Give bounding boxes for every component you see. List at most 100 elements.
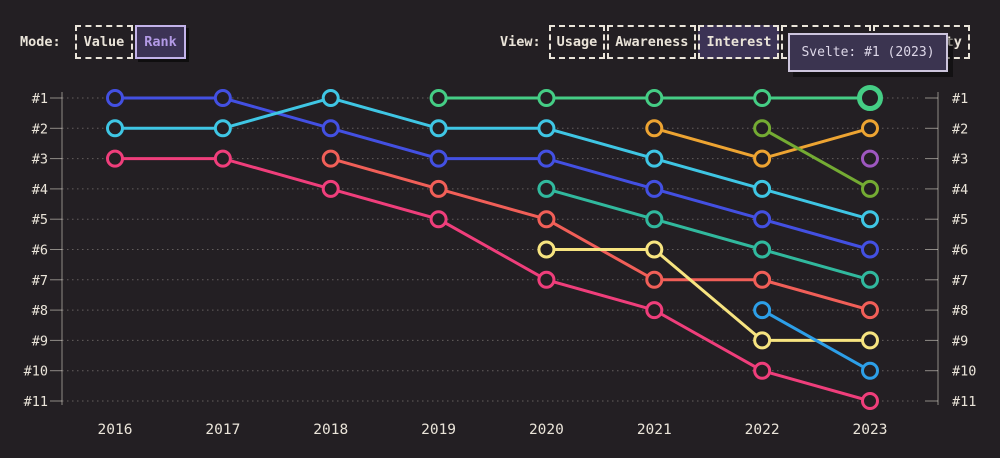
data-point-teal-2023[interactable] (860, 270, 879, 289)
data-point-sky-blue-2022[interactable] (753, 301, 772, 320)
year-label-2019: 2019 (421, 422, 456, 438)
data-point-yellow-2020[interactable] (537, 240, 556, 259)
rank-label-right: #9 (952, 333, 968, 349)
rank-label-left: #6 (32, 243, 48, 259)
data-point-teal-2020[interactable] (537, 179, 556, 198)
rank-label-right: #5 (952, 212, 968, 228)
data-point-teal-2022[interactable] (753, 240, 772, 259)
data-point-yellow-2023[interactable] (860, 331, 879, 350)
data-point-emerald-2019[interactable] (429, 89, 448, 107)
data-point-orange-2022[interactable] (753, 149, 772, 168)
data-point-cyan-2022[interactable] (753, 179, 772, 198)
data-point-pink-2018[interactable] (321, 179, 340, 198)
data-point-pink-2023[interactable] (860, 392, 879, 410)
rank-label-right: #10 (952, 364, 976, 380)
rank-label-left: #9 (32, 333, 48, 349)
data-point-pink-2016[interactable] (106, 149, 124, 168)
data-point-salmon-2018[interactable] (321, 149, 340, 168)
view-usage-button[interactable]: Usage (548, 25, 606, 59)
data-point-emerald-2020[interactable] (537, 89, 556, 107)
data-point-blue-2021[interactable] (645, 179, 664, 198)
rank-label-right: #2 (952, 121, 968, 137)
rank-label-left: #7 (32, 273, 48, 289)
series-line-salmon (330, 157, 871, 312)
data-point-blue-2020[interactable] (537, 149, 556, 168)
rank-label-right: #4 (952, 182, 968, 198)
rank-label-left: #11 (24, 394, 48, 410)
data-point-salmon-2020[interactable] (537, 210, 556, 229)
data-point-blue-2022[interactable] (753, 210, 772, 229)
year-label-2021: 2021 (637, 422, 672, 438)
data-point-orange-2021[interactable] (645, 119, 664, 138)
rank-label-left: #1 (32, 91, 48, 107)
rank-label-right: #7 (952, 273, 968, 289)
data-point-blue-2019[interactable] (429, 149, 448, 168)
series-line-apple-green (761, 126, 871, 191)
data-point-yellow-2022[interactable] (753, 331, 772, 350)
data-point-orange-2023[interactable] (860, 119, 879, 138)
data-point-salmon-2019[interactable] (429, 179, 448, 198)
data-point-cyan-2021[interactable] (645, 149, 664, 168)
series-line-sky-blue (761, 308, 871, 373)
year-label-2016: 2016 (98, 422, 133, 438)
data-point-cyan-2020[interactable] (537, 119, 556, 138)
data-point-pink-2022[interactable] (753, 361, 772, 380)
rank-label-left: #10 (24, 364, 48, 380)
data-point-cyan-2019[interactable] (429, 119, 448, 138)
data-point-emerald-2023[interactable] (856, 85, 883, 111)
data-point-cyan-2016[interactable] (106, 119, 124, 138)
data-point-sky-blue-2023[interactable] (860, 361, 879, 380)
series-line-blue (115, 96, 871, 251)
data-point-salmon-2023[interactable] (860, 301, 879, 320)
data-point-salmon-2022[interactable] (753, 270, 772, 289)
data-point-teal-2021[interactable] (645, 210, 664, 229)
data-point-cyan-2023[interactable] (860, 210, 879, 229)
mode-value-button[interactable]: Value (74, 25, 134, 59)
chart-tooltip: Svelte: #1 (2023) (788, 33, 948, 72)
tooltip-text: Svelte: #1 (2023) (801, 45, 935, 60)
data-point-cyan-2018[interactable] (321, 89, 340, 107)
data-point-blue-2016[interactable] (106, 89, 124, 107)
data-point-pink-2021[interactable] (645, 301, 664, 320)
data-point-yellow-2021[interactable] (645, 240, 664, 259)
view-awareness-button[interactable]: Awareness (607, 25, 697, 59)
rank-label-right: #3 (952, 152, 968, 168)
rank-label-left: #5 (32, 212, 48, 228)
data-point-apple-green-2023[interactable] (860, 179, 879, 198)
mode-label: Mode: (20, 34, 61, 50)
series-line-pink (115, 157, 871, 403)
rank-label-left: #4 (32, 182, 48, 198)
rank-label-left: #8 (32, 303, 48, 319)
data-point-salmon-2021[interactable] (645, 270, 664, 289)
data-point-pink-2019[interactable] (429, 210, 448, 229)
rank-label-left: #3 (32, 152, 48, 168)
rank-label-right: #1 (952, 91, 968, 107)
data-point-pink-2017[interactable] (213, 149, 232, 168)
rank-label-right: #11 (952, 394, 976, 410)
year-label-2020: 2020 (529, 422, 564, 438)
year-label-2018: 2018 (313, 422, 348, 438)
year-label-2022: 2022 (745, 422, 780, 438)
mode-control: Mode: Value Rank (20, 25, 186, 59)
data-point-apple-green-2022[interactable] (753, 119, 772, 138)
rank-label-right: #8 (952, 303, 968, 319)
year-label-2017: 2017 (205, 422, 240, 438)
data-point-purple-2023[interactable] (860, 149, 879, 168)
rank-label-left: #2 (32, 121, 48, 137)
rank-label-right: #6 (952, 243, 968, 259)
mode-rank-button[interactable]: Rank (135, 25, 186, 59)
data-point-cyan-2017[interactable] (213, 119, 232, 138)
year-label-2023: 2023 (853, 422, 888, 438)
view-label: View: (500, 34, 541, 50)
data-point-blue-2017[interactable] (213, 89, 232, 107)
view-interest-button[interactable]: Interest (698, 25, 780, 59)
mode-button-group: Value Rank (74, 25, 186, 59)
data-point-emerald-2021[interactable] (645, 89, 664, 107)
series-line-cyan (115, 96, 871, 221)
data-point-blue-2018[interactable] (321, 119, 340, 138)
data-point-blue-2023[interactable] (860, 240, 879, 259)
data-point-emerald-2022[interactable] (753, 89, 772, 107)
data-point-pink-2020[interactable] (537, 270, 556, 289)
